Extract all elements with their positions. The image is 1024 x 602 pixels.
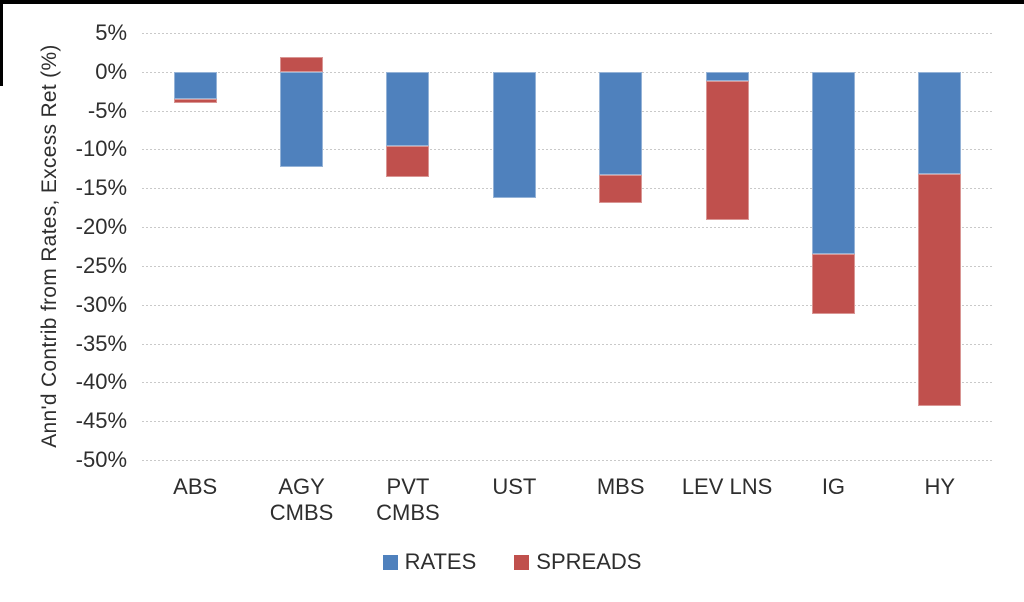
legend-label: SPREADS <box>536 549 642 574</box>
bar-segment-spreads-abs <box>173 98 217 103</box>
x-category-label-pvt-cmbs: PVT CMBS <box>376 474 440 525</box>
legend-swatch-rates <box>382 554 398 570</box>
x-category-label-ig: IG <box>821 474 846 499</box>
gridline <box>142 304 993 306</box>
bar-segment-rates-pvt-cmbs <box>386 71 430 146</box>
bar-segment-spreads-lev-lns <box>705 81 749 221</box>
y-tick-label: 5% <box>95 19 127 45</box>
y-tick-label: -35% <box>75 330 127 356</box>
bar-segment-spreads-ig <box>811 254 855 315</box>
x-category-label-ust: UST <box>492 474 537 499</box>
bar-segment-rates-ig <box>811 71 855 255</box>
bar-segment-spreads-hy <box>918 174 962 407</box>
y-tick-label: -45% <box>75 408 127 434</box>
bar-segment-rates-ust <box>492 71 536 198</box>
legend-item-rates: RATES <box>382 549 477 575</box>
y-tick-label: -40% <box>75 369 127 395</box>
bar-segment-spreads-pvt-cmbs <box>386 145 430 178</box>
gridline <box>142 265 993 267</box>
bar-segment-rates-hy <box>918 71 962 175</box>
gridline <box>142 227 993 229</box>
top-border-line <box>0 0 1024 4</box>
y-tick-label: -30% <box>75 291 127 317</box>
left-border-fragment <box>0 0 3 86</box>
y-tick-label: -25% <box>75 252 127 278</box>
bar-segment-spreads-mbs <box>599 175 643 203</box>
gridline <box>142 110 993 112</box>
y-tick-label: -15% <box>75 175 127 201</box>
legend-item-spreads: SPREADS <box>514 549 641 575</box>
gridline <box>142 71 993 73</box>
legend-label: RATES <box>404 549 477 574</box>
x-category-label-abs: ABS <box>173 474 218 499</box>
gridline <box>142 32 993 34</box>
bar-segment-spreads-agy-cmbs <box>280 57 324 72</box>
gridline <box>142 460 993 461</box>
y-tick-label: -5% <box>87 97 127 123</box>
y-tick-label: -50% <box>75 447 127 472</box>
x-category-label-hy: HY <box>924 474 956 499</box>
bar-segment-rates-lev-lns <box>705 71 749 82</box>
x-category-label-lev-lns: LEV LNS <box>681 474 773 499</box>
y-tick-label: 0% <box>95 58 127 84</box>
gridline <box>142 382 993 384</box>
bar-segment-rates-abs <box>173 71 217 99</box>
x-category-label-agy-cmbs: AGY CMBS <box>269 474 334 525</box>
x-category-label-mbs: MBS <box>596 474 645 499</box>
bar-segment-rates-mbs <box>599 71 643 176</box>
legend: RATES SPREADS <box>0 549 1024 575</box>
gridline <box>142 421 993 423</box>
y-tick-label: -20% <box>75 214 127 240</box>
gridline <box>142 343 993 345</box>
gridline <box>142 149 993 151</box>
bar-segment-rates-agy-cmbs <box>280 71 324 167</box>
legend-swatch-spreads <box>514 554 530 570</box>
y-tick-label: -10% <box>75 136 127 162</box>
gridline <box>142 188 993 190</box>
